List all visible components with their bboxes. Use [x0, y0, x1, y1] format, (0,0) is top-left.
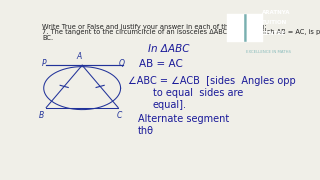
Text: A: A: [76, 52, 82, 61]
Bar: [246, 14, 263, 42]
Text: 7. The tangent to the circumcircle of an isosceles ΔABC at A, in which AB = AC, : 7. The tangent to the circumcircle of an…: [43, 29, 320, 35]
Text: Write True or False and justify your answer in each of the following:: Write True or False and justify your ans…: [43, 24, 267, 30]
Text: ∠ABC = ∠ACB  [sides  Angles opp: ∠ABC = ∠ACB [sides Angles opp: [128, 75, 296, 86]
Bar: [244, 14, 246, 42]
Text: Alternate segment: Alternate segment: [138, 114, 229, 124]
Text: B: B: [39, 111, 44, 120]
Bar: [227, 14, 244, 42]
Text: CENTRE: CENTRE: [262, 31, 286, 35]
Text: In ΔABC: In ΔABC: [148, 44, 189, 54]
Text: C: C: [116, 111, 122, 120]
Text: Q: Q: [119, 59, 125, 68]
Text: to equal  sides are: to equal sides are: [153, 88, 243, 98]
Text: EXCELLENCE IN MATHS: EXCELLENCE IN MATHS: [245, 50, 291, 54]
Text: TUITION: TUITION: [262, 20, 287, 25]
Text: equal].: equal].: [153, 100, 187, 110]
Text: AB = AC: AB = AC: [139, 59, 183, 69]
Text: thθ: thθ: [138, 126, 154, 136]
Text: BC.: BC.: [43, 35, 54, 41]
Text: ARATNYA: ARATNYA: [262, 10, 291, 15]
Text: P: P: [42, 59, 46, 68]
